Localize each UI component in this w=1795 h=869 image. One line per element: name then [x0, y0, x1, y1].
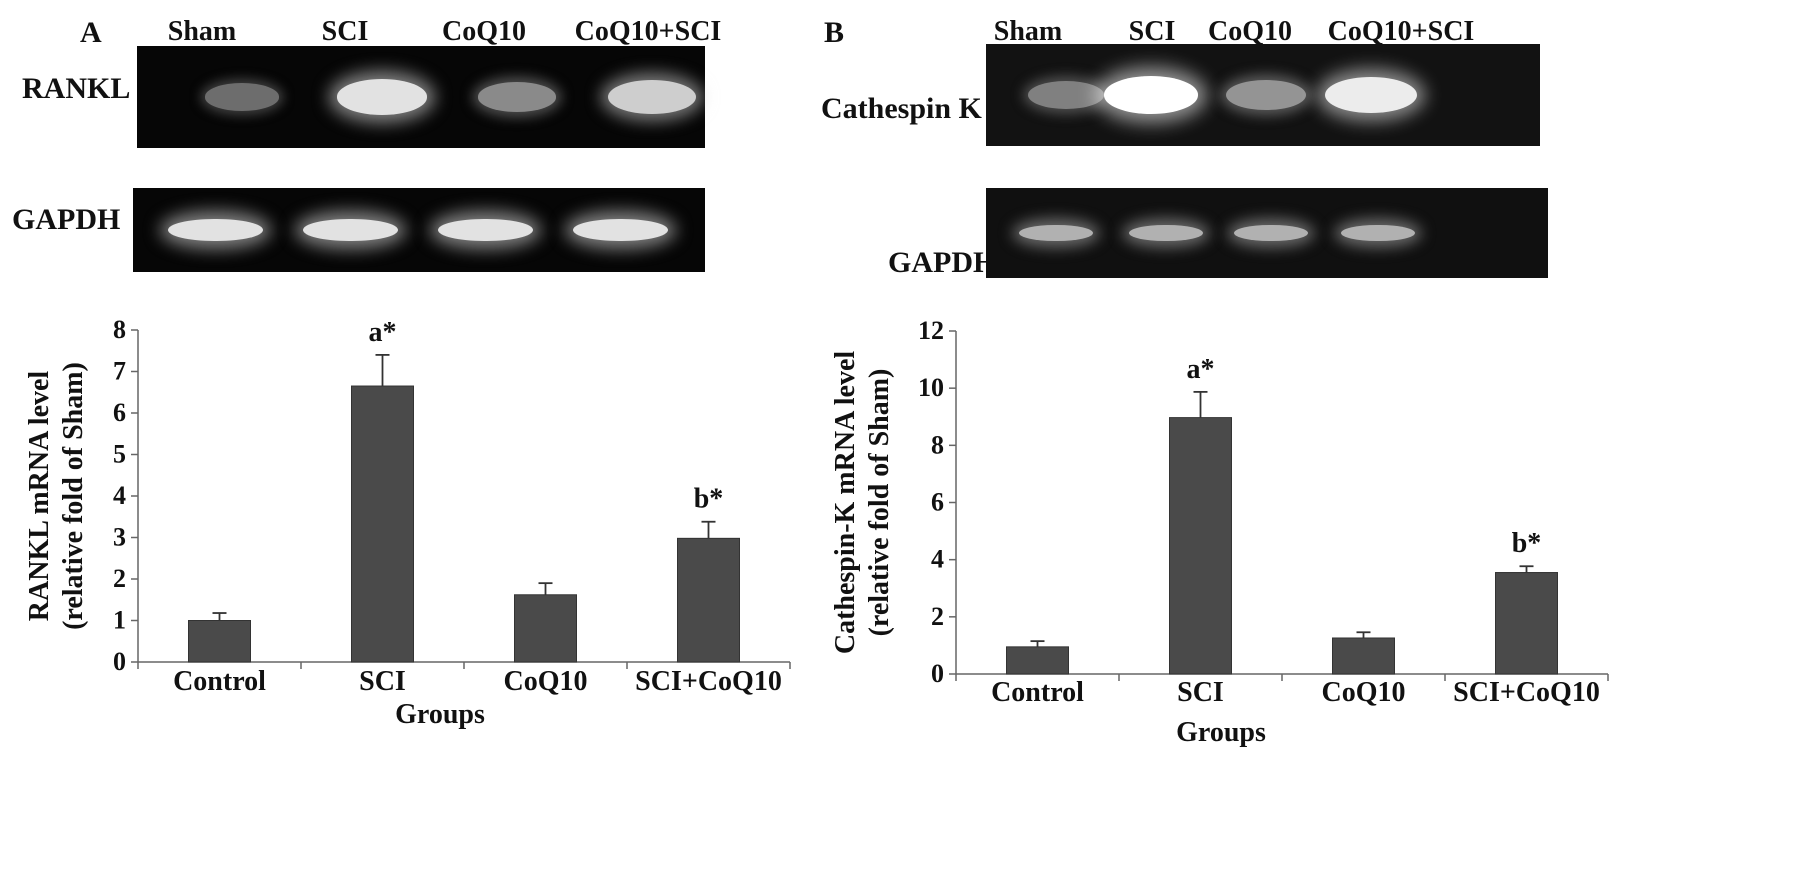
panel-a: A Sham SCI CoQ10 CoQ10+SCI RANKL GAPDH 0…: [0, 0, 880, 869]
bar-sci-coq10: [1495, 572, 1558, 675]
gel-band-2: [1128, 224, 1204, 242]
x-tick-label: CoQ10: [504, 666, 588, 697]
lane-label-sci: SCI: [321, 16, 369, 47]
y-tick-label: 12: [918, 316, 944, 345]
x-tick-label: SCI: [359, 666, 406, 697]
gel-band-2: [302, 218, 399, 242]
y-tick-label: 10: [918, 373, 944, 402]
gel-band-4: [1340, 224, 1416, 242]
gel-rankl: [137, 46, 705, 148]
gel-band-3: [477, 82, 557, 112]
y-tick-label: 8: [931, 430, 944, 459]
y-axis-title: (relative fold of Sham): [58, 362, 89, 630]
y-tick-label: 2: [113, 564, 126, 593]
lane-label-sham: Sham: [167, 16, 237, 47]
y-axis-title: Cathespin-K mRNA level: [830, 351, 861, 655]
gel-label-cathespin-k: Cathespin K: [821, 92, 982, 125]
bar-sci: [351, 385, 414, 663]
gel-band-4: [572, 218, 669, 242]
y-tick-label: 8: [113, 315, 126, 344]
lane-label-coq10: CoQ10: [442, 16, 526, 47]
x-axis-title: Groups: [395, 699, 485, 730]
x-axis-title: Groups: [1176, 717, 1266, 748]
gel-gapdh: [133, 188, 705, 272]
y-tick-label: 4: [931, 545, 944, 574]
significance-label: a*: [369, 317, 397, 348]
bar-control: [1006, 646, 1069, 675]
gel-label-gapdh: GAPDH: [888, 246, 997, 279]
gel-band-2: [1103, 76, 1199, 114]
panel-b: B Sham SCI CoQ10 CoQ10+SCI Cathespin K G…: [821, 0, 1795, 869]
bar-sci-coq10: [677, 537, 740, 663]
y-axis-title: RANKL mRNA level: [24, 371, 55, 622]
lane-label-coq10-sci: CoQ10+SCI: [574, 16, 722, 47]
x-tick-label: SCI+CoQ10: [635, 666, 782, 697]
panel-letter: B: [824, 16, 845, 49]
gel-label-gapdh: GAPDH: [12, 203, 121, 236]
lane-label-sham: Sham: [993, 16, 1063, 47]
bar-coq10: [1332, 637, 1395, 675]
bar-control: [188, 620, 251, 663]
gel-cathespin-k: [986, 44, 1540, 146]
y-tick-label: 6: [113, 398, 126, 427]
bar-chart-rankl: 0 1 2 3 4 5 6 7 8 Control a* SCI CoQ10 b* SCI+CoQ10 Gro…: [24, 315, 791, 730]
lane-label-coq10-sci: CoQ10+SCI: [1327, 16, 1475, 47]
y-tick-label: 2: [931, 602, 944, 631]
gel-band-4: [608, 80, 696, 114]
x-tick-label: SCI+CoQ10: [1453, 677, 1600, 708]
gel-label-rankl: RANKL: [22, 72, 131, 105]
lane-label-sci: SCI: [1128, 16, 1176, 47]
bar-sci: [1169, 417, 1232, 675]
bar-chart-cathespin-k: 0 2 4 6 8 10 12 Control a* SCI CoQ10 b* SCI+CoQ10 Gro…: [830, 316, 1609, 748]
gel-band-1: [1027, 80, 1105, 110]
gel-band-1: [167, 218, 264, 242]
x-tick-label: Control: [173, 666, 266, 697]
gel-band-3: [1226, 80, 1306, 110]
y-tick-label: 4: [113, 481, 126, 510]
gel-gapdh: [986, 188, 1548, 278]
significance-label: b*: [1512, 528, 1542, 559]
significance-label: b*: [694, 484, 724, 515]
y-tick-label: 0: [931, 659, 944, 688]
significance-label: a*: [1187, 354, 1215, 385]
y-tick-label: 6: [931, 488, 944, 517]
gel-band-1: [204, 83, 280, 111]
x-tick-label: CoQ10: [1322, 677, 1406, 708]
x-tick-label: Control: [991, 677, 1084, 708]
gel-band-3: [1233, 224, 1309, 242]
y-tick-label: 0: [113, 647, 126, 676]
y-axis-title: (relative fold of Sham): [864, 369, 895, 637]
y-tick-label: 1: [113, 606, 126, 635]
y-tick-label: 7: [113, 357, 126, 386]
x-tick-label: SCI: [1177, 677, 1224, 708]
y-tick-label: 3: [113, 523, 126, 552]
gel-band-1: [1018, 224, 1094, 242]
y-tick-label: 5: [113, 440, 126, 469]
gel-band-3: [437, 218, 534, 242]
lane-label-coq10: CoQ10: [1208, 16, 1292, 47]
gel-band-4: [1325, 76, 1417, 113]
bar-coq10: [514, 594, 577, 663]
panel-letter: A: [80, 16, 102, 49]
gel-band-2: [336, 79, 428, 115]
